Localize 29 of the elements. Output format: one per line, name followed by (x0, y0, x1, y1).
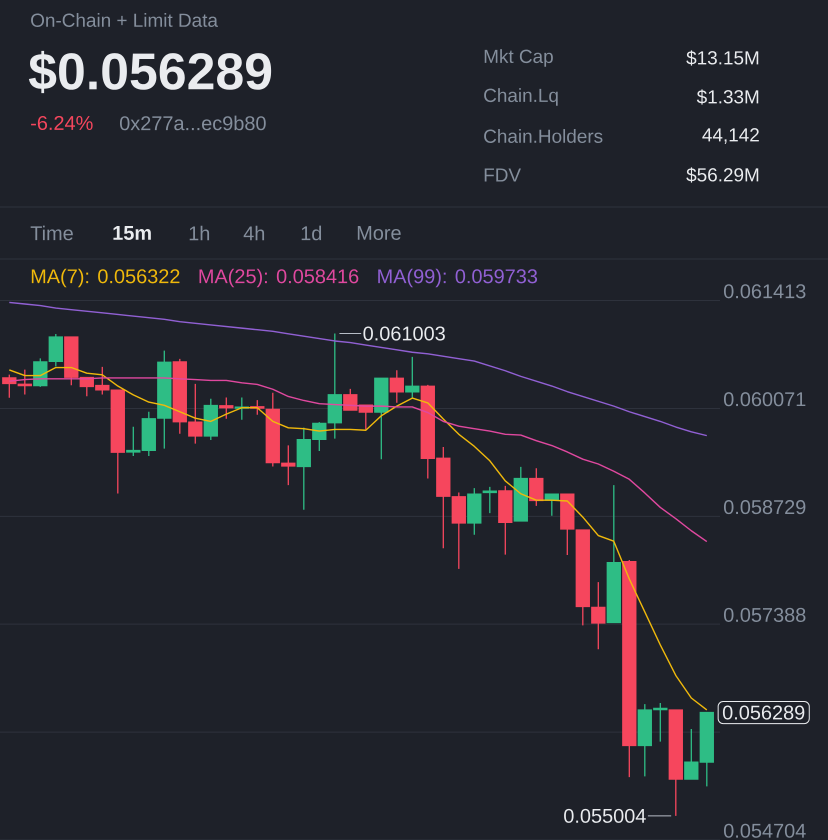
text: Mkt Cap (484, 49, 553, 67)
annotation: 0.055004 (564, 808, 646, 823)
text: $56.29M (686, 167, 758, 183)
text: 15m (113, 226, 151, 240)
y-tick-label: 0.060071 (724, 392, 806, 406)
text: 44,142 (702, 128, 759, 144)
y-tick-label: 0.057388 (724, 608, 806, 622)
chart-title: On-Chain + Limit Data (31, 13, 218, 27)
text: 4h (244, 226, 264, 240)
text: -6.24% (31, 116, 93, 130)
text: $13.15M (686, 50, 758, 66)
y-tick-label: 0.054704 (724, 824, 806, 838)
text: 1d (302, 226, 322, 240)
text: $1.33M (696, 89, 758, 105)
text: Chain.Holders (484, 129, 602, 143)
text: 0.056289 (722, 706, 804, 720)
text: Time (30, 226, 73, 240)
text: Chain.Lq (484, 88, 558, 106)
text: FDV (484, 168, 521, 182)
text: More (358, 226, 401, 240)
text: MA(7): 0.056322 (32, 268, 180, 288)
text: 1h (190, 226, 210, 240)
y-tick-label: 0.061413 (724, 284, 806, 298)
chart-subtitle: $0.056289 (28, 50, 272, 94)
text: 0x277a...ec9b80 (120, 116, 266, 130)
text: MA(99): 0.059733 (378, 268, 538, 288)
text: MA(25): 0.058416 (200, 268, 358, 288)
annotation: 0.061003 (363, 326, 445, 341)
y-tick-label: 0.058729 (724, 500, 806, 514)
